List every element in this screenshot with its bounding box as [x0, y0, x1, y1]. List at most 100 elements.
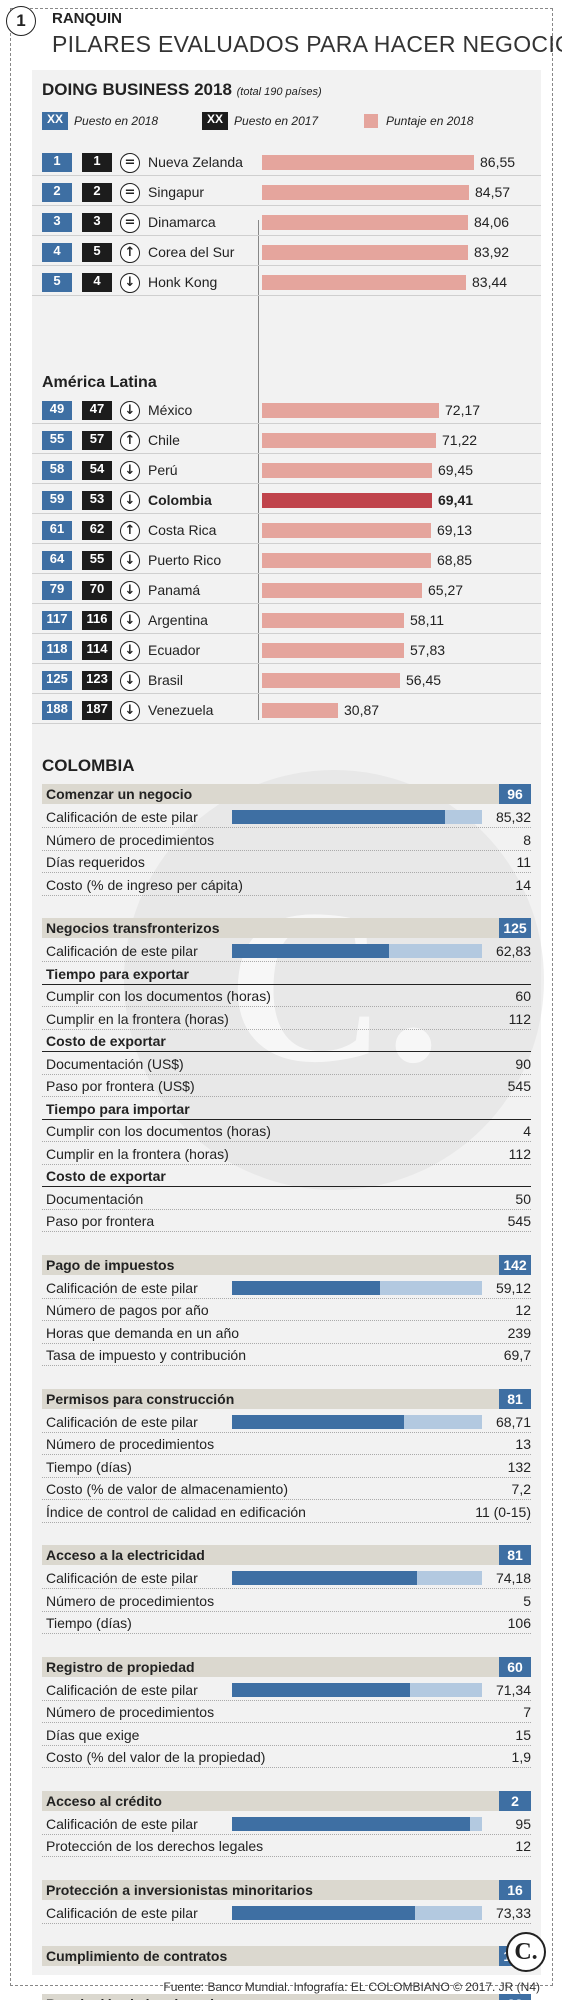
score-bar	[262, 215, 468, 230]
country-row: 2 2 = Singapur 84,57	[32, 180, 541, 206]
pillar-row-value: 69,7	[503, 1347, 531, 1363]
pillar-row: Protección de los derechos legales 12	[42, 1835, 531, 1857]
pillar-name: Acceso al crédito	[46, 1792, 162, 1809]
score-bar	[262, 275, 466, 290]
pillar-row: Calificación de este pilar 62,83	[42, 940, 531, 962]
pillar-row: Calificación de este pilar 71,34	[42, 1679, 531, 1701]
pillar-row: Cumplir en la frontera (horas) 112	[42, 1143, 531, 1165]
pillar-row: Tiempo (días) 132	[42, 1456, 531, 1478]
pillar-score-fill	[232, 1905, 416, 1920]
score-bar	[262, 673, 400, 688]
rank-2017-badge: 123	[82, 671, 112, 690]
total-note: (total 190 países)	[236, 86, 322, 98]
pillar-row: Días que exige 15	[42, 1724, 531, 1746]
pillar-row-value: 7,2	[511, 1481, 531, 1497]
pillar-row-value: 7	[523, 1704, 531, 1720]
pillar-header: Cumplimiento de contratos177	[42, 1946, 531, 1966]
pillar-row-value: 545	[507, 1078, 531, 1094]
pillar-row: Días requeridos 11	[42, 851, 531, 873]
latam-title: América Latina	[42, 374, 157, 391]
pillar-row-value: 60	[515, 988, 531, 1004]
pillar-row: Calificación de este pilar 74,18	[42, 1567, 531, 1589]
rank-2017-badge: 5	[82, 243, 112, 262]
rank-2017-badge: 70	[82, 581, 112, 600]
pillar-row-value: 62,83	[495, 943, 531, 959]
country-row: 3 3 = Dinamarca 84,06	[32, 210, 541, 236]
score-label: 57,83	[410, 642, 446, 658]
rank-2018-badge: 5	[42, 273, 72, 292]
pillar-row-label: Documentación (US$)	[46, 1055, 184, 1072]
pillar-row-label: Costo (% del valor de la propiedad)	[46, 1749, 266, 1765]
pillar-header: Pago de impuestos 142	[42, 1254, 531, 1275]
country-name: Honk Kong	[148, 274, 218, 290]
pillar-row-label: Número de procedimientos	[46, 1436, 215, 1452]
pillar-row: Cumplir con los documentos (horas) 4	[42, 1120, 531, 1142]
pillar-row-value: 59,12	[495, 1279, 531, 1296]
pillar-row-value: 545	[507, 1213, 531, 1229]
pillar-row: Cumplir con los documentos (horas) 60	[42, 985, 531, 1007]
rank-2018-badge: 79	[42, 581, 72, 600]
pillar-rank-badge: 2	[499, 1790, 531, 1811]
pillar-row: Calificación de este pilar 85,32	[42, 806, 531, 828]
pillar-row-label: Índice de control de calidad en edificac…	[46, 1503, 306, 1520]
pillar-header: Resolución de insolvencias 33	[42, 1994, 531, 2000]
pillar-header: Acceso al crédito 2	[42, 1790, 531, 1811]
pillar-row-value: 4	[523, 1123, 531, 1139]
pillar-rank-badge: 81	[499, 1388, 531, 1409]
pillar-row-label: Calificación de este pilar	[46, 1681, 198, 1698]
pillar-score-fill	[232, 944, 390, 958]
pillar-row-label: Costo (% de valor de almacenamiento)	[46, 1481, 289, 1497]
pillar-row: Número de procedimientos 8	[42, 829, 531, 851]
pillar-row-label: Calificación de este pilar	[46, 809, 198, 825]
trend-down-icon: ↓	[120, 581, 140, 601]
trend-down-icon: ↓	[120, 701, 140, 721]
country-row: 117 116 ↓ Argentina 58,11	[32, 608, 541, 634]
pillar-header: Protección a inversionistas minoritarios…	[42, 1879, 531, 1900]
country-name: Perú	[148, 462, 178, 478]
pillar-row-value: 12	[515, 1302, 531, 1318]
pillar-subheader-text: Costo de exportar	[46, 1033, 166, 1049]
pillar-row: Tasa de impuesto y contribución 69,7	[42, 1344, 531, 1366]
trend-down-icon: ↓	[120, 641, 140, 661]
pillar-row-label: Documentación	[46, 1190, 144, 1207]
infographic-frame	[10, 8, 553, 1986]
pillar-score-fill	[232, 1816, 470, 1831]
pillar-row-label: Número de procedimientos	[46, 831, 215, 848]
pillar-row-value: 11	[516, 854, 531, 870]
pillar-row: Número de procedimientos 7	[42, 1701, 531, 1723]
pillar-subheader: Tiempo para exportar	[42, 963, 531, 985]
rank-2018-badge: 61	[42, 521, 72, 540]
country-row: 55 57 ↑ Chile 71,22	[32, 428, 541, 454]
pillar-row-value: 12	[515, 1838, 531, 1854]
rank-2017-badge: 4	[82, 273, 112, 292]
country-row: 64 55 ↓ Puerto Rico 68,85	[32, 548, 541, 574]
rank-2017-badge: 187	[82, 701, 112, 720]
score-label: 71,22	[442, 432, 478, 448]
rank-2017-badge: 1	[82, 153, 112, 172]
score-label: 72,17	[445, 402, 481, 418]
country-row: 59 53 ↓ Colombia 69,41	[32, 488, 541, 514]
country-row: 4 5 ↑ Corea del Sur 83,92	[32, 240, 541, 266]
pillar-subheader-text: Costo de exportar	[46, 1168, 166, 1184]
pillar-row: Calificación de este pilar 59,12	[42, 1277, 531, 1299]
pillar-name: Registro de propiedad	[46, 1658, 195, 1675]
pillar-name: Cumplimiento de contratos	[46, 1948, 228, 1964]
country-name: Costa Rica	[148, 522, 217, 538]
pillar-name: Permisos para construcción	[46, 1390, 235, 1407]
score-bar	[262, 185, 469, 200]
score-label: 69,45	[438, 462, 474, 478]
pillar-row: Número de pagos por año 12	[42, 1299, 531, 1321]
rank-2017-badge: 3	[82, 213, 112, 232]
pillar-score-fill	[232, 810, 446, 824]
pillar-header: Permisos para construcción 81	[42, 1388, 531, 1409]
pillar-row-value: 15	[515, 1726, 531, 1743]
score-bar	[262, 583, 422, 598]
country-row: 188 187 ↓ Venezuela 30,87	[32, 698, 541, 724]
country-name: Singapur	[148, 184, 205, 200]
pillar-row-value: 1,9	[511, 1749, 531, 1765]
doing-business-title: DOING BUSINESS 2018 (total 190 países)	[42, 80, 322, 99]
pillar-row-label: Horas que demanda en un año	[46, 1324, 240, 1341]
pillar-row: Calificación de este pilar 95	[42, 1813, 531, 1835]
section-number-badge: 1	[6, 6, 36, 36]
legend-rank-2018: XX Puesto en 2018	[42, 112, 158, 130]
